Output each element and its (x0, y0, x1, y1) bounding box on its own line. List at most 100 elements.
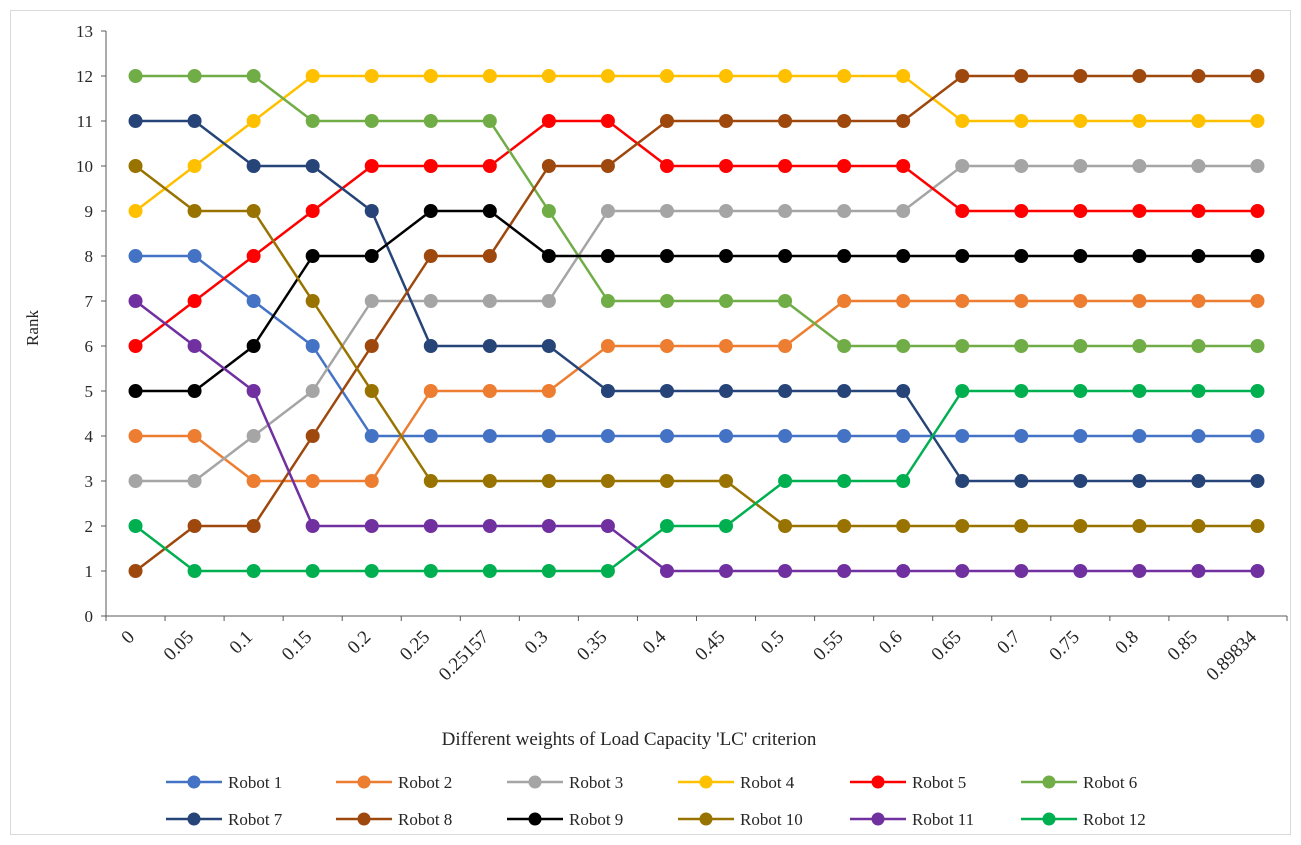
data-point-robot-7 (187, 114, 202, 128)
data-point-robot-10 (187, 204, 202, 218)
data-point-robot-9 (305, 249, 320, 263)
data-point-robot-6 (659, 294, 674, 308)
data-point-robot-7 (778, 384, 793, 398)
data-point-robot-8 (128, 564, 143, 578)
data-point-robot-2 (541, 384, 556, 398)
data-point-robot-2 (1132, 294, 1147, 308)
data-point-robot-1 (305, 339, 320, 353)
series-line-robot-9 (135, 209, 1258, 393)
legend-item-robot-9: Robot 9 (507, 810, 623, 829)
data-point-robot-4 (246, 114, 261, 128)
data-point-robot-11 (1014, 564, 1029, 578)
data-point-robot-7 (837, 384, 852, 398)
data-point-robot-8 (1132, 69, 1147, 83)
data-point-robot-1 (1191, 429, 1206, 443)
data-point-robot-9 (600, 249, 615, 263)
data-point-robot-12 (1014, 384, 1029, 398)
data-point-robot-2 (778, 339, 793, 353)
data-point-robot-10 (482, 474, 497, 488)
data-point-robot-11 (305, 519, 320, 533)
data-point-robot-5 (1191, 204, 1206, 218)
data-point-robot-5 (955, 204, 970, 218)
data-point-robot-10 (719, 474, 734, 488)
data-point-robot-2 (837, 294, 852, 308)
data-point-robot-7 (541, 339, 556, 353)
data-point-robot-10 (1014, 519, 1029, 533)
data-point-robot-4 (128, 204, 143, 218)
data-point-robot-12 (364, 564, 379, 578)
data-point-robot-4 (1250, 114, 1265, 128)
x-axis-label: Different weights of Load Capacity 'LC' … (442, 729, 817, 750)
data-point-robot-9 (128, 384, 143, 398)
data-point-robot-1 (896, 429, 911, 443)
data-point-robot-8 (1250, 69, 1265, 83)
data-point-robot-2 (1250, 294, 1265, 308)
data-point-robot-12 (719, 519, 734, 533)
data-point-robot-2 (719, 339, 734, 353)
data-point-robot-7 (1191, 474, 1206, 488)
y-tick-label: 2 (85, 517, 94, 536)
data-point-robot-11 (1191, 564, 1206, 578)
data-point-robot-6 (423, 114, 438, 128)
legend-label: Robot 1 (228, 773, 282, 792)
legend-item-robot-12: Robot 12 (1021, 810, 1146, 829)
legend-item-robot-11: Robot 11 (850, 810, 974, 829)
data-point-robot-9 (1132, 249, 1147, 263)
data-point-robot-11 (1250, 564, 1265, 578)
data-point-robot-8 (1073, 69, 1088, 83)
data-point-robot-2 (187, 429, 202, 443)
legend-label: Robot 10 (740, 810, 803, 829)
series-line-robot-4 (134, 74, 1258, 212)
data-point-robot-8 (246, 519, 261, 533)
legend-label: Robot 2 (398, 773, 452, 792)
data-point-robot-11 (482, 519, 497, 533)
x-tick-label: 0.55 (809, 627, 847, 665)
data-point-robot-4 (423, 69, 438, 83)
legend-marker (699, 812, 713, 826)
data-point-robot-10 (1132, 519, 1147, 533)
legend-label: Robot 4 (740, 773, 795, 792)
data-point-robot-2 (1073, 294, 1088, 308)
data-point-robot-8 (541, 159, 556, 173)
data-point-robot-3 (1073, 159, 1088, 173)
data-point-robot-4 (1132, 114, 1147, 128)
data-point-robot-3 (246, 429, 261, 443)
x-tick-label: 0.3 (521, 627, 553, 659)
data-point-robot-1 (423, 429, 438, 443)
data-point-robot-12 (600, 564, 615, 578)
data-point-robot-6 (1073, 339, 1088, 353)
legend-item-robot-4: Robot 4 (678, 773, 795, 792)
data-point-robot-10 (128, 159, 143, 173)
y-tick-label: 6 (85, 337, 94, 356)
data-point-robot-7 (896, 384, 911, 398)
data-point-robot-4 (1191, 114, 1206, 128)
data-point-robot-10 (364, 384, 379, 398)
legend-marker (871, 812, 885, 826)
x-tick-label: 0.05 (160, 627, 198, 665)
data-point-robot-7 (1014, 474, 1029, 488)
legend-item-robot-7: Robot 7 (166, 810, 283, 829)
legend-label: Robot 7 (228, 810, 283, 829)
data-point-robot-10 (1191, 519, 1206, 533)
data-point-robot-1 (1132, 429, 1147, 443)
data-point-robot-10 (600, 474, 615, 488)
series-line-robot-12 (134, 389, 1258, 573)
legend-marker (528, 775, 542, 789)
data-point-robot-1 (1014, 429, 1029, 443)
data-point-robot-7 (364, 204, 379, 218)
data-point-robot-2 (423, 384, 438, 398)
data-point-robot-9 (246, 339, 261, 353)
data-point-robot-6 (1250, 339, 1265, 353)
chart-frame: 0 1 2 3 4 5 6 7 8 9 10 11 12 13 0 0.05 0.1 0.15 0.2 0.25 0.2… (10, 10, 1291, 835)
data-point-robot-6 (364, 114, 379, 128)
data-point-robot-3 (1191, 159, 1206, 173)
x-tick-label: 0.35 (573, 627, 611, 665)
series-line-robot-11 (134, 300, 1258, 573)
data-point-robot-5 (187, 294, 202, 308)
data-point-robot-8 (423, 249, 438, 263)
legend-item-robot-10: Robot 10 (678, 810, 803, 829)
data-point-robot-8 (1014, 69, 1029, 83)
data-point-robot-9 (1014, 249, 1029, 263)
data-point-robot-11 (600, 519, 615, 533)
data-point-robot-5 (246, 249, 261, 263)
